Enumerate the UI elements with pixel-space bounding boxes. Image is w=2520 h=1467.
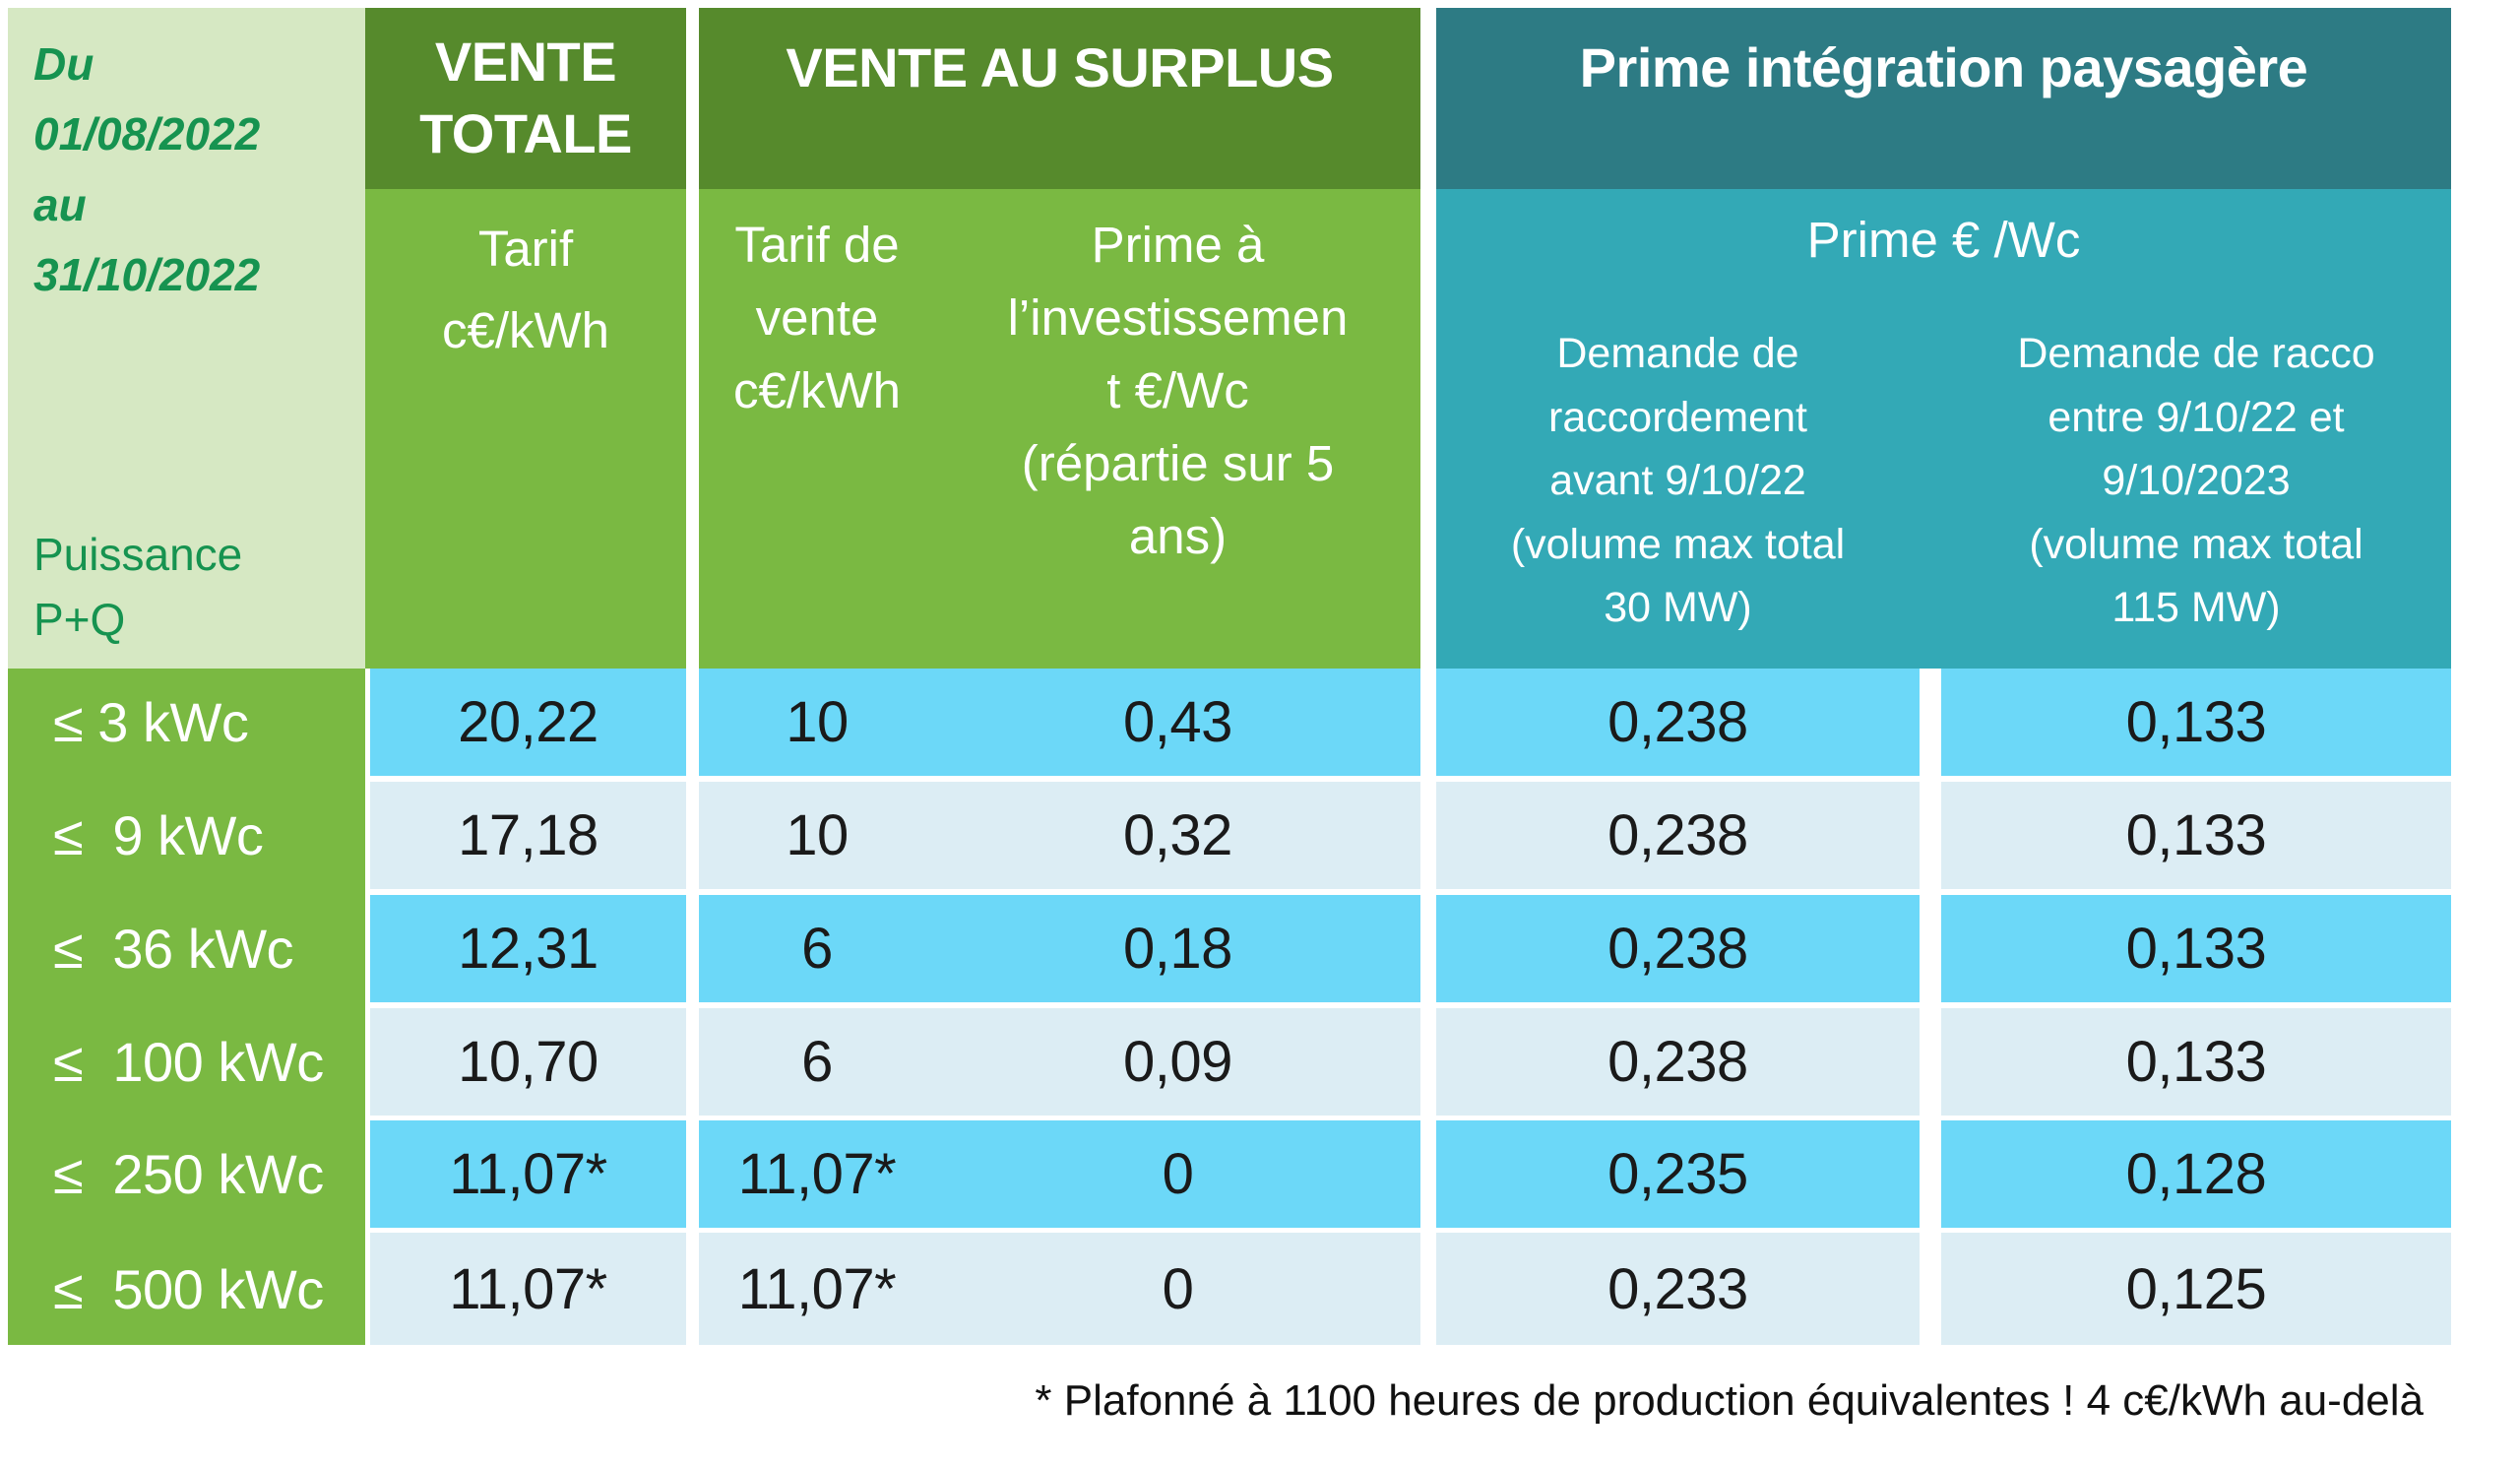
cell-vente-surplus-band: 6 0,18 [699,895,1420,1002]
cell-prime-investissement: 0 [1162,1256,1194,1321]
cell-tarif-vente: 10 [786,690,849,754]
period-cell: Du 01/08/2022 au 31/10/2022 Puissance P+… [8,8,365,669]
cell-vente-surplus-band: 10 0,43 [699,669,1420,776]
subheader-demande-avant: Demande de raccordement avant 9/10/22 (v… [1510,330,1846,631]
subheader-prime-euro-wc: Prime € /Wc [1806,212,2081,268]
cell-tarif-vente: 11,07* [737,1256,897,1321]
cell-vente-surplus-band: 11,07* 0 [699,1233,1420,1345]
cell-prime-entre: 0,125 [1941,1233,2451,1345]
cell-prime-avant: 0,238 [1436,782,1920,889]
cell-vente-surplus-band: 6 0,09 [699,1008,1420,1116]
subheader-demande-entre: Demande de racco entre 9/10/22 et 9/10/2… [2017,330,2375,631]
cell-prime-entre: 0,133 [1941,782,2451,889]
cell-prime-avant: 0,238 [1436,669,1920,776]
cell-prime-avant: 0,235 [1436,1120,1920,1228]
subheader-tarif-de-vente: Tarif de vente c€/kWh [732,217,902,418]
cell-prime-entre: 0,133 [1941,1008,2451,1116]
cell-vente-surplus-band: 11,07* 0 [699,1120,1420,1228]
subheader-prime-investissement: Prime à l’investissemen t €/Wc (répartie… [1007,217,1349,564]
cell-prime-entre: 0,133 [1941,669,2451,776]
cell-prime-avant: 0,238 [1436,1008,1920,1116]
period-text: Du 01/08/2022 au 31/10/2022 [33,38,261,300]
cell-prime-investissement: 0,18 [1123,917,1232,981]
cell-prime-entre: 0,128 [1941,1120,2451,1228]
row-label: ≤ 9 kWc [53,804,264,866]
subheader-tarif-vente-totale: Tarif c€/kWh [365,189,686,669]
cell-prime-avant: 0,238 [1436,895,1920,1002]
cell-vente-surplus-band: 10 0,32 [699,782,1420,889]
cell-vente-totale: 12,31 [370,895,686,1002]
cell-tarif-vente: 11,07* [737,1142,897,1206]
subheader-tarif-vente-totale-text: Tarif c€/kWh [441,221,610,358]
row-labels-column: ≤ 3 kWc ≤ 9 kWc ≤ 36 kWc ≤ 100 kWc ≤ 250… [8,669,365,1345]
footnote: * Plafonné à 1100 heures de production é… [1035,1376,2424,1425]
cell-vente-totale: 10,70 [370,1008,686,1116]
cell-prime-investissement: 0 [1162,1142,1194,1206]
cell-prime-entre: 0,133 [1941,895,2451,1002]
cell-tarif-vente: 6 [801,1030,833,1094]
cell-prime-avant: 0,233 [1436,1233,1920,1345]
cell-vente-totale: 11,07* [370,1120,686,1228]
header-vente-totale: VENTE TOTALE [365,8,686,189]
cell-vente-totale: 17,18 [370,782,686,889]
row-label: ≤ 250 kWc [53,1143,324,1205]
cell-prime-investissement: 0,32 [1123,803,1232,867]
cell-vente-totale: 20,22 [370,669,686,776]
power-dimension-label: Puissance P+Q [33,528,243,646]
cell-prime-investissement: 0,43 [1123,690,1232,754]
cell-tarif-vente: 6 [801,917,833,981]
header-prime-integration-paysagere: Prime intégration paysagère [1436,8,2451,189]
cell-tarif-vente: 10 [786,803,849,867]
row-label: ≤ 500 kWc [53,1257,324,1320]
row-label: ≤ 100 kWc [53,1031,324,1093]
subheader-prime-integration: Prime € /Wc Demande de raccordement avan… [1436,189,2451,669]
subheader-vente-au-surplus: Tarif de vente c€/kWh Prime à l’investis… [699,189,1420,669]
cell-prime-investissement: 0,09 [1123,1030,1232,1094]
header-vente-au-surplus: VENTE AU SURPLUS [699,8,1420,189]
row-label: ≤ 36 kWc [53,918,294,980]
row-label: ≤ 3 kWc [53,691,249,753]
cell-vente-totale: 11,07* [370,1233,686,1345]
